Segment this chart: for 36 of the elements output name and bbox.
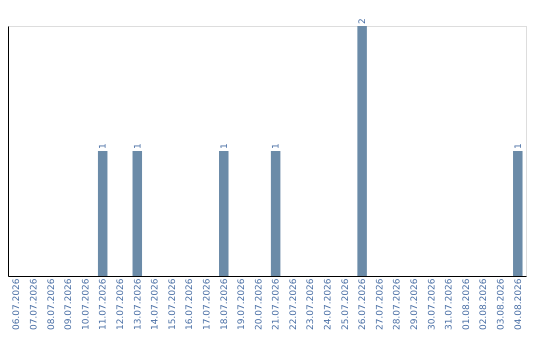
x-tick-label: 13.07.2026 xyxy=(133,278,144,330)
x-tick-label: 07.07.2026 xyxy=(30,278,40,330)
x-tick-label: 31.07.2026 xyxy=(444,278,455,330)
x-tick-label: 12.07.2026 xyxy=(116,278,126,330)
x-tick-label: 27.07.2026 xyxy=(375,278,386,330)
x-tick-label: 21.07.2026 xyxy=(272,278,282,330)
x-tick-label: 04.08.2026 xyxy=(514,278,524,330)
data-label: 1 xyxy=(220,143,230,149)
x-tick-label: 17.07.2026 xyxy=(202,278,212,330)
x-tick-label: 15.07.2026 xyxy=(168,278,178,330)
x-tick-label: 06.07.2026 xyxy=(12,278,22,330)
x-tick-label: 01.08.2026 xyxy=(462,278,472,330)
x-tick-label: 29.07.2026 xyxy=(410,278,420,330)
data-label: 2 xyxy=(358,18,368,24)
x-tick-label: 23.07.2026 xyxy=(306,278,316,330)
data-label: 1 xyxy=(98,143,109,149)
x-tick-label: 20.07.2026 xyxy=(254,278,264,330)
x-tick-label: 24.07.2026 xyxy=(324,278,334,330)
x-tick-label: 18.07.2026 xyxy=(220,278,230,330)
x-tick-label: 28.07.2026 xyxy=(392,278,403,330)
x-tick-label: 16.07.2026 xyxy=(185,278,196,330)
x-tick-label: 11.07.2026 xyxy=(98,278,109,330)
x-tick-label: 22.07.2026 xyxy=(288,278,299,330)
x-tick-label: 08.07.2026 xyxy=(46,278,57,330)
x-tick-label: 26.07.2026 xyxy=(358,278,368,330)
x-tick-label: 14.07.2026 xyxy=(150,278,161,330)
x-tick-label: 25.07.2026 xyxy=(340,278,351,330)
x-tick-label: 19.07.2026 xyxy=(237,278,248,330)
x-tick-label: 03.08.2026 xyxy=(496,278,506,330)
data-label: 1 xyxy=(133,143,144,149)
x-tick-label: 09.07.2026 xyxy=(64,278,74,330)
data-label: 1 xyxy=(272,143,282,149)
x-tick-label: 02.08.2026 xyxy=(479,278,490,330)
x-tick-label: 30.07.2026 xyxy=(427,278,438,330)
data-label: 1 xyxy=(514,143,524,149)
x-tick-label: 10.07.2026 xyxy=(81,278,92,330)
